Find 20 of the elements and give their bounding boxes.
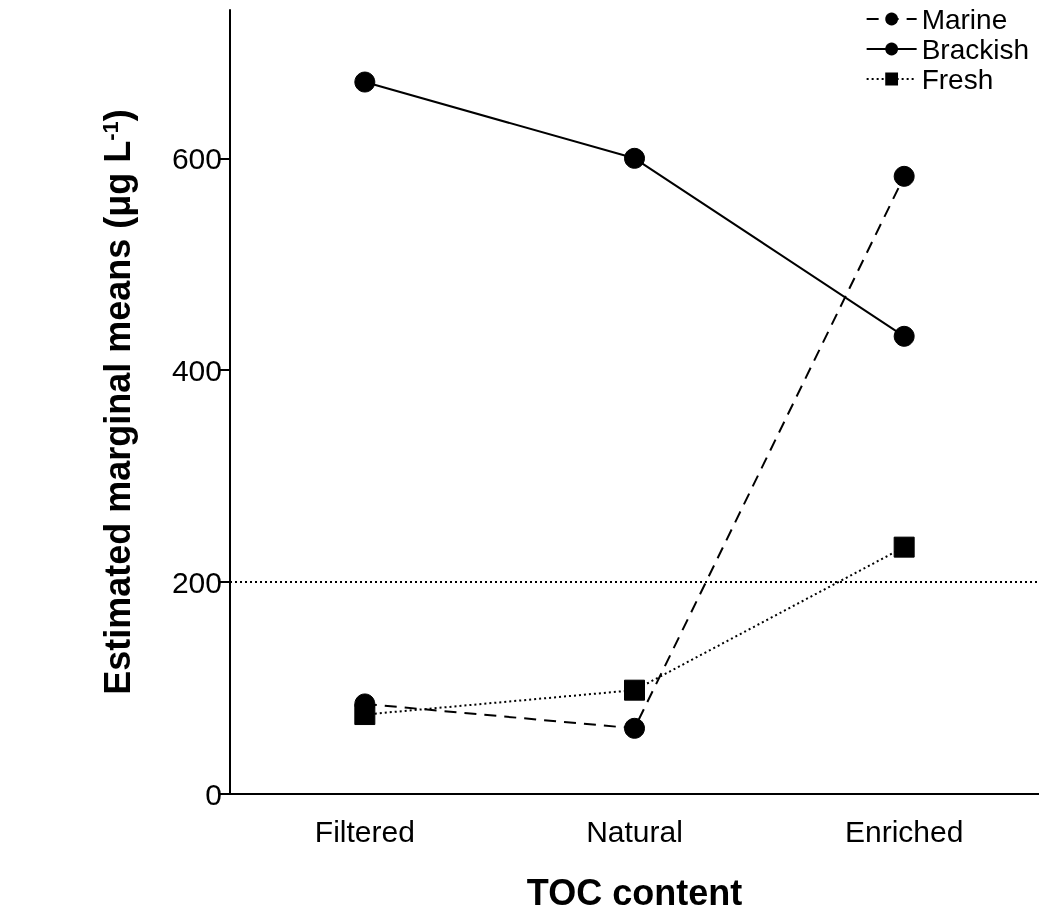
legend-label: Marine [921, 3, 1008, 35]
legend-label: Fresh [921, 63, 994, 95]
point [893, 325, 915, 347]
x-axis-title: TOC content [526, 871, 743, 913]
point [354, 704, 376, 726]
y-axis-title: Estimated marginal means (μg L-1) [96, 109, 138, 695]
y-tick-label: 600 [171, 141, 222, 175]
point [624, 679, 645, 701]
point [893, 165, 915, 187]
x-tick-label: Natural [586, 814, 683, 848]
x-tick-label: Enriched [844, 814, 964, 848]
point [624, 147, 645, 169]
point [893, 536, 915, 558]
y-tick-label: 200 [171, 565, 222, 599]
point [624, 717, 645, 739]
point [354, 71, 376, 93]
x-tick-label: Filtered [314, 814, 415, 848]
legend-label: Brackish [921, 33, 1030, 65]
y-tick-label: 0 [205, 777, 222, 811]
y-tick-label: 400 [171, 353, 222, 387]
